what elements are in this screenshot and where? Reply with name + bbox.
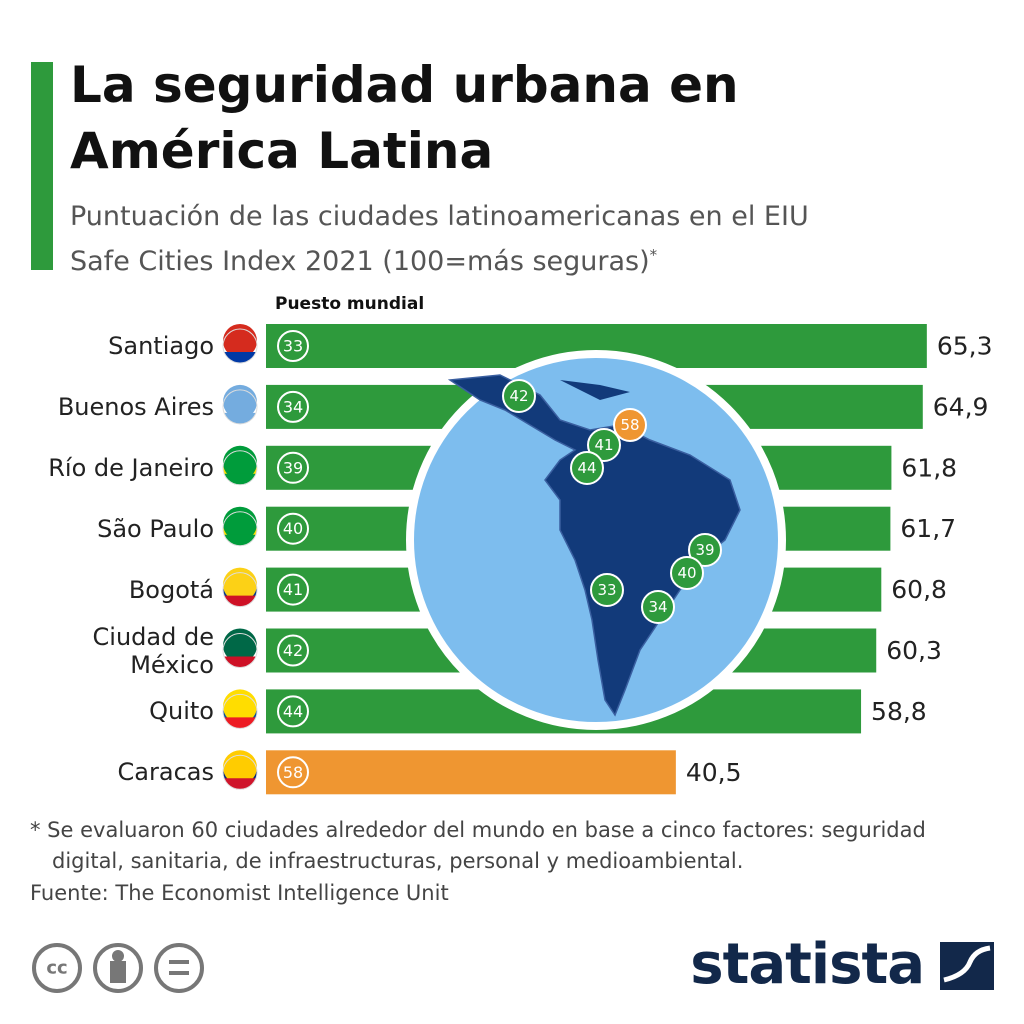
value-label: 60,3 <box>886 636 942 665</box>
value-label: 40,5 <box>686 758 742 787</box>
flag-band <box>224 595 256 607</box>
svg-text:cc: cc <box>46 958 67 979</box>
city-label: Río de Janeiro <box>48 453 214 482</box>
flag <box>222 628 258 668</box>
brand: statista <box>690 932 925 997</box>
city-label: Caracas <box>117 758 214 787</box>
source: Fuente: The Economist Intelligence Unit <box>30 881 449 905</box>
bar <box>266 750 676 795</box>
value-label: 61,8 <box>901 453 957 482</box>
title: La seguridad urbana en América Latina <box>70 56 739 180</box>
city-label: Bogotá <box>128 575 214 604</box>
rank: 40 <box>283 519 303 538</box>
rank-badge <box>277 756 309 789</box>
footnote: * Se evaluaron 60 ciudades alrededor del… <box>30 818 926 873</box>
rank: 58 <box>283 763 303 782</box>
subtitle: Puntuación de las ciudades latinoamerica… <box>70 198 830 281</box>
subtitle-text: Puntuación de las ciudades latinoamerica… <box>70 201 809 277</box>
flag-ring <box>222 633 258 668</box>
rank-badge <box>277 390 309 423</box>
map-marker <box>502 379 536 413</box>
rank-label: Puesto mundial <box>275 294 425 314</box>
flag-ring <box>222 389 258 425</box>
license-icons: cc <box>32 943 204 993</box>
rank: 39 <box>283 458 303 477</box>
value-label: 64,9 <box>933 392 989 421</box>
flag <box>222 506 258 547</box>
city-label: Ciudad de México <box>92 622 214 679</box>
map-rank: 34 <box>648 598 667 616</box>
flag-band <box>224 412 256 425</box>
rank-badge <box>277 330 309 362</box>
map-marker <box>587 428 621 462</box>
subtitle-note: * <box>649 246 658 264</box>
flag-band <box>223 506 257 541</box>
map-rank: 58 <box>620 416 639 434</box>
rank: 42 <box>283 641 303 660</box>
map-rank: 39 <box>695 541 714 559</box>
city-label: Buenos Aires <box>57 392 214 421</box>
flag <box>222 750 258 790</box>
flag-ring <box>222 328 258 364</box>
value-label: 58,8 <box>871 697 927 726</box>
map-marker <box>590 573 624 607</box>
map-marker <box>613 408 647 442</box>
flag-band <box>224 352 256 364</box>
flag-band <box>224 534 256 546</box>
flag-band <box>224 656 256 668</box>
rank: 34 <box>283 397 303 416</box>
flag-band <box>224 473 256 486</box>
flag <box>222 384 258 425</box>
map-marker <box>570 451 604 485</box>
rank-badge <box>277 573 309 606</box>
flag-band <box>223 384 257 419</box>
map-marker <box>688 533 722 567</box>
accent-bar <box>31 62 53 270</box>
value-label: 60,8 <box>891 575 947 604</box>
map-rank: 33 <box>597 581 616 599</box>
map-rank: 44 <box>577 459 596 477</box>
map-rank: 40 <box>677 564 696 582</box>
rank: 33 <box>283 337 303 356</box>
map-marker <box>670 556 704 590</box>
flag-ring <box>222 693 258 729</box>
flag-ring <box>222 572 258 608</box>
rank: 44 <box>283 702 303 721</box>
city-label: São Paulo <box>97 514 214 543</box>
value-label: 65,3 <box>937 332 993 361</box>
flag <box>222 567 258 608</box>
map-marker <box>641 590 675 624</box>
map-rank: 42 <box>509 387 528 405</box>
flag <box>222 445 258 486</box>
flag-band <box>224 717 256 729</box>
flag-band <box>223 324 257 358</box>
brand-icon <box>940 942 994 990</box>
city-label: Quito <box>149 697 214 726</box>
rank: 41 <box>283 580 303 599</box>
flag-ring <box>222 511 258 547</box>
flag <box>222 689 258 729</box>
flag-band <box>223 445 257 480</box>
flag-band <box>223 567 257 602</box>
map-rank: 41 <box>594 436 613 454</box>
city-label: Santiago <box>108 332 214 360</box>
rank-badge <box>277 634 309 667</box>
rank-badge <box>277 695 309 728</box>
rank-badge <box>277 512 309 545</box>
flag-ring <box>222 450 258 486</box>
value-label: 61,7 <box>900 514 956 543</box>
flag-band <box>223 750 257 785</box>
map <box>406 350 786 730</box>
flag-band <box>223 689 257 724</box>
flag-band <box>224 778 256 790</box>
rank-badge <box>277 451 309 484</box>
flag-ring <box>222 754 258 790</box>
flag <box>222 324 258 364</box>
flag-band <box>223 628 257 663</box>
